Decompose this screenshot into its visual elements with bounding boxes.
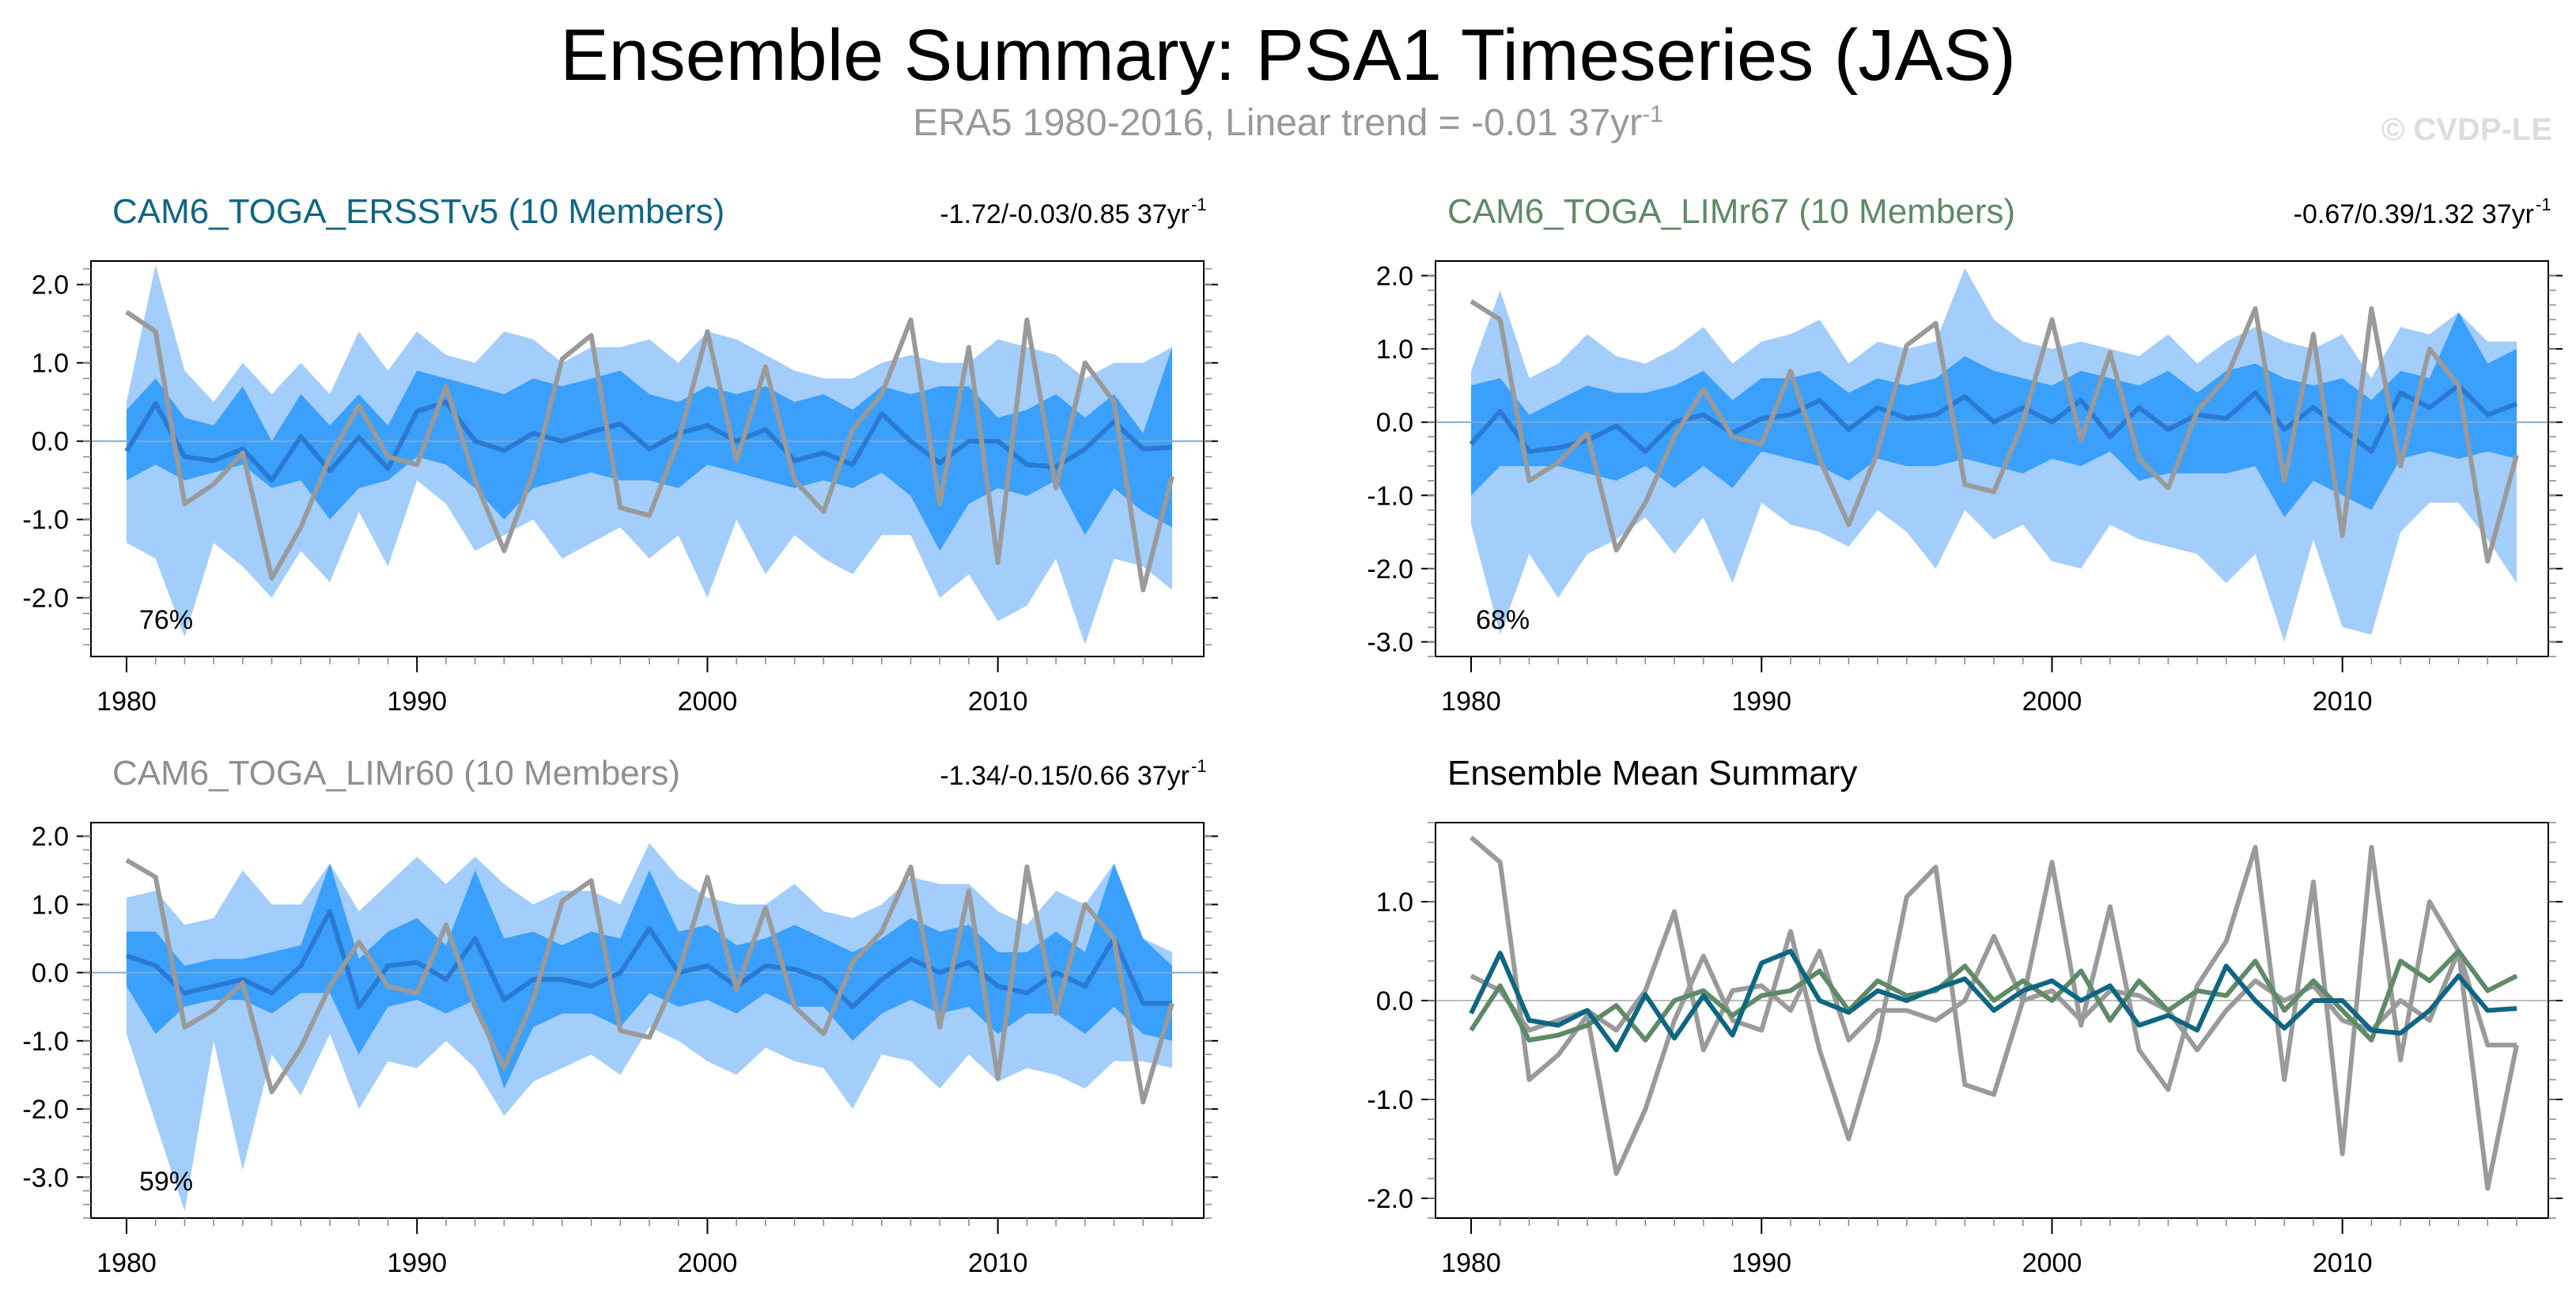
y-tick-label: 1.0 <box>32 349 69 379</box>
y-tick-label: -2.0 <box>22 1095 69 1125</box>
y-tick-label: 1.0 <box>1376 335 1413 365</box>
observed-line <box>125 857 1175 1105</box>
x-tick-label: 1990 <box>387 687 447 717</box>
ensemble-mean-line <box>126 909 1172 1009</box>
x-tick-label: 2000 <box>678 687 738 717</box>
subtitle-text: ERA5 1980-2016, Linear trend = -0.01 37y… <box>913 102 1643 144</box>
y-tick-label: 0.0 <box>32 959 69 989</box>
y-tick-label: 0.0 <box>1376 986 1413 1016</box>
x-tick-label: 2010 <box>2313 687 2373 717</box>
x-tick-label: 2000 <box>2022 1248 2082 1278</box>
trend-label: -1.72/-0.03/0.85 37yr <box>940 199 1190 229</box>
y-tick-label: 2.0 <box>1376 262 1413 292</box>
percent-label: 76% <box>139 605 193 635</box>
x-tick-label: 2010 <box>968 687 1028 717</box>
y-tick-label: 1.0 <box>32 890 69 920</box>
trend-label: -1.34/-0.15/0.66 37yr <box>940 761 1190 791</box>
plot-frame <box>90 260 1205 657</box>
x-tick-label: 1980 <box>1441 1248 1501 1278</box>
y-tick-label: -1.0 <box>22 505 69 535</box>
panel-title: CAM6_TOGA_ERSSTv5 (10 Members) <box>112 192 724 231</box>
y-tick-label: -1.0 <box>22 1027 69 1057</box>
subtitle-superscript: -1 <box>1642 101 1663 127</box>
x-tick-label: 1990 <box>1731 1248 1791 1278</box>
x-tick-label: 1980 <box>96 1248 157 1278</box>
observed-line <box>125 309 1175 592</box>
y-tick-label: -3.0 <box>22 1163 69 1193</box>
plot-frame <box>90 822 1205 1219</box>
range-band-inner <box>127 863 1172 1089</box>
x-tick-label: 2010 <box>968 1248 1028 1278</box>
x-tick-label: 1990 <box>1731 687 1791 717</box>
page-title: Ensemble Summary: PSA1 Timeseries (JAS) <box>560 15 2016 96</box>
y-tick-label: -2.0 <box>1367 1184 1413 1214</box>
x-tick-label: 2010 <box>2313 1248 2373 1278</box>
series-line <box>1470 835 2519 1191</box>
percent-label: 68% <box>1476 605 1530 635</box>
panel-summary: Ensemble Mean Summary 1.0 0.0 -1.0 -2.0 1980 1… <box>1367 754 2563 1278</box>
ensemble-mean-line <box>124 399 1173 483</box>
y-tick-label: 0.0 <box>1376 408 1413 438</box>
panel-title: Ensemble Mean Summary <box>1447 754 1857 793</box>
trend-superscript: -1 <box>1191 756 1207 776</box>
panel-title: CAM6_TOGA_LIMr67 (10 Members) <box>1447 192 2015 231</box>
y-tick-label: -1.0 <box>1367 481 1413 511</box>
y-tick-label: -3.0 <box>1367 627 1413 657</box>
x-tick-label: 2000 <box>2022 687 2082 717</box>
x-tick-label: 1990 <box>387 1248 447 1278</box>
y-tick-label: 0.0 <box>32 427 69 457</box>
series-line <box>1470 909 2517 1053</box>
y-tick-label: 2.0 <box>32 271 69 301</box>
trend-superscript: -1 <box>1191 195 1207 214</box>
series-line <box>1469 948 2518 1042</box>
x-tick-label: 1980 <box>96 687 157 717</box>
observed-line <box>1470 299 2519 564</box>
range-band-inner <box>1471 312 2517 518</box>
y-tick-label: -1.0 <box>1367 1085 1413 1115</box>
panel-ersst: CAM6_TOGA_ERSSTv5 (10 Members) -1.72/-0.0… <box>22 192 1218 717</box>
panel-limr60: CAM6_TOGA_LIMr60 (10 Members) -1.34/-0.15… <box>22 754 1218 1278</box>
copyright-label: © CVDP-LE <box>2381 112 2552 147</box>
series-line <box>1469 948 2517 1053</box>
y-tick-label: -2.0 <box>22 584 69 614</box>
x-tick-label: 1980 <box>1441 687 1501 717</box>
panel-limr67: CAM6_TOGA_LIMr67 (10 Members) -0.67/0.39/… <box>1367 192 2563 717</box>
trend-label: -0.67/0.39/1.32 37yr <box>2294 199 2534 229</box>
y-tick-label: 2.0 <box>32 822 69 852</box>
y-tick-label: 1.0 <box>1376 887 1413 918</box>
panel-title: CAM6_TOGA_LIMr60 (10 Members) <box>112 754 680 793</box>
x-tick-label: 2000 <box>678 1248 738 1278</box>
trend-superscript: -1 <box>2536 195 2551 214</box>
page-subtitle: ERA5 1980-2016, Linear trend = -0.01 37y… <box>0 101 2576 145</box>
plot-frame <box>1435 260 2549 657</box>
percent-label: 59% <box>139 1167 193 1197</box>
y-tick-label: -2.0 <box>1367 554 1413 585</box>
ensemble-mean-line <box>1469 383 2518 454</box>
